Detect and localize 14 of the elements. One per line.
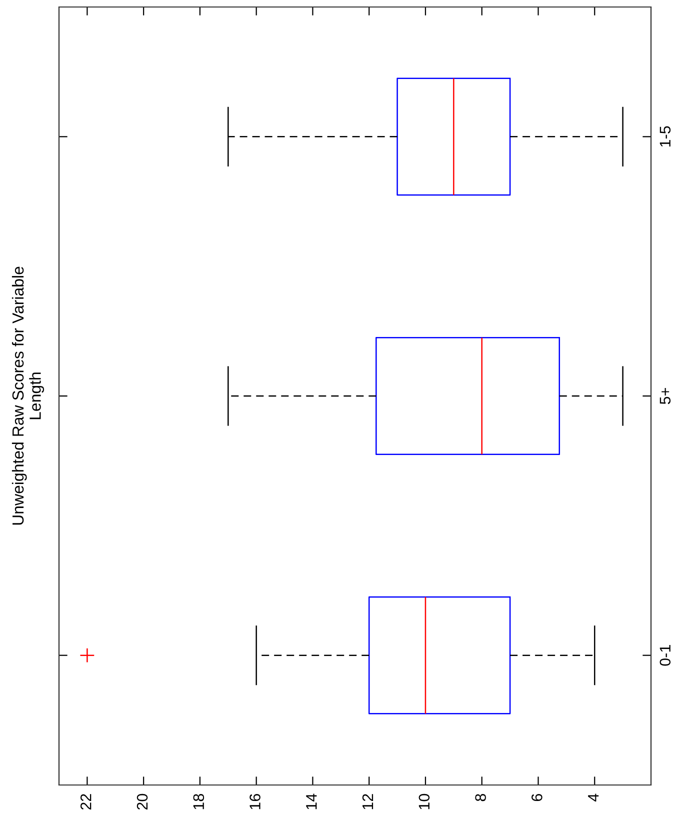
x-tick-label: 16 [250,794,260,810]
x-tick-label: 8 [475,794,486,802]
x-tick-label: 20 [136,794,148,810]
y-tick-label: 0-1 [660,645,671,666]
x-tick-label: 10 [418,794,430,810]
x-tick-label: 22 [80,794,92,810]
x-tick-label: 6 [532,794,542,802]
y-tick-label: 1-5 [660,126,671,147]
y-tick-label: 5+ [660,388,671,404]
x-tick-label: 4 [588,794,599,802]
x-tick-label: 14 [306,794,317,810]
x-tick-label: 12 [362,794,374,810]
text: Unweighted Raw Scores for Variable Length [12,266,44,525]
x-tick-label: 18 [193,794,204,810]
